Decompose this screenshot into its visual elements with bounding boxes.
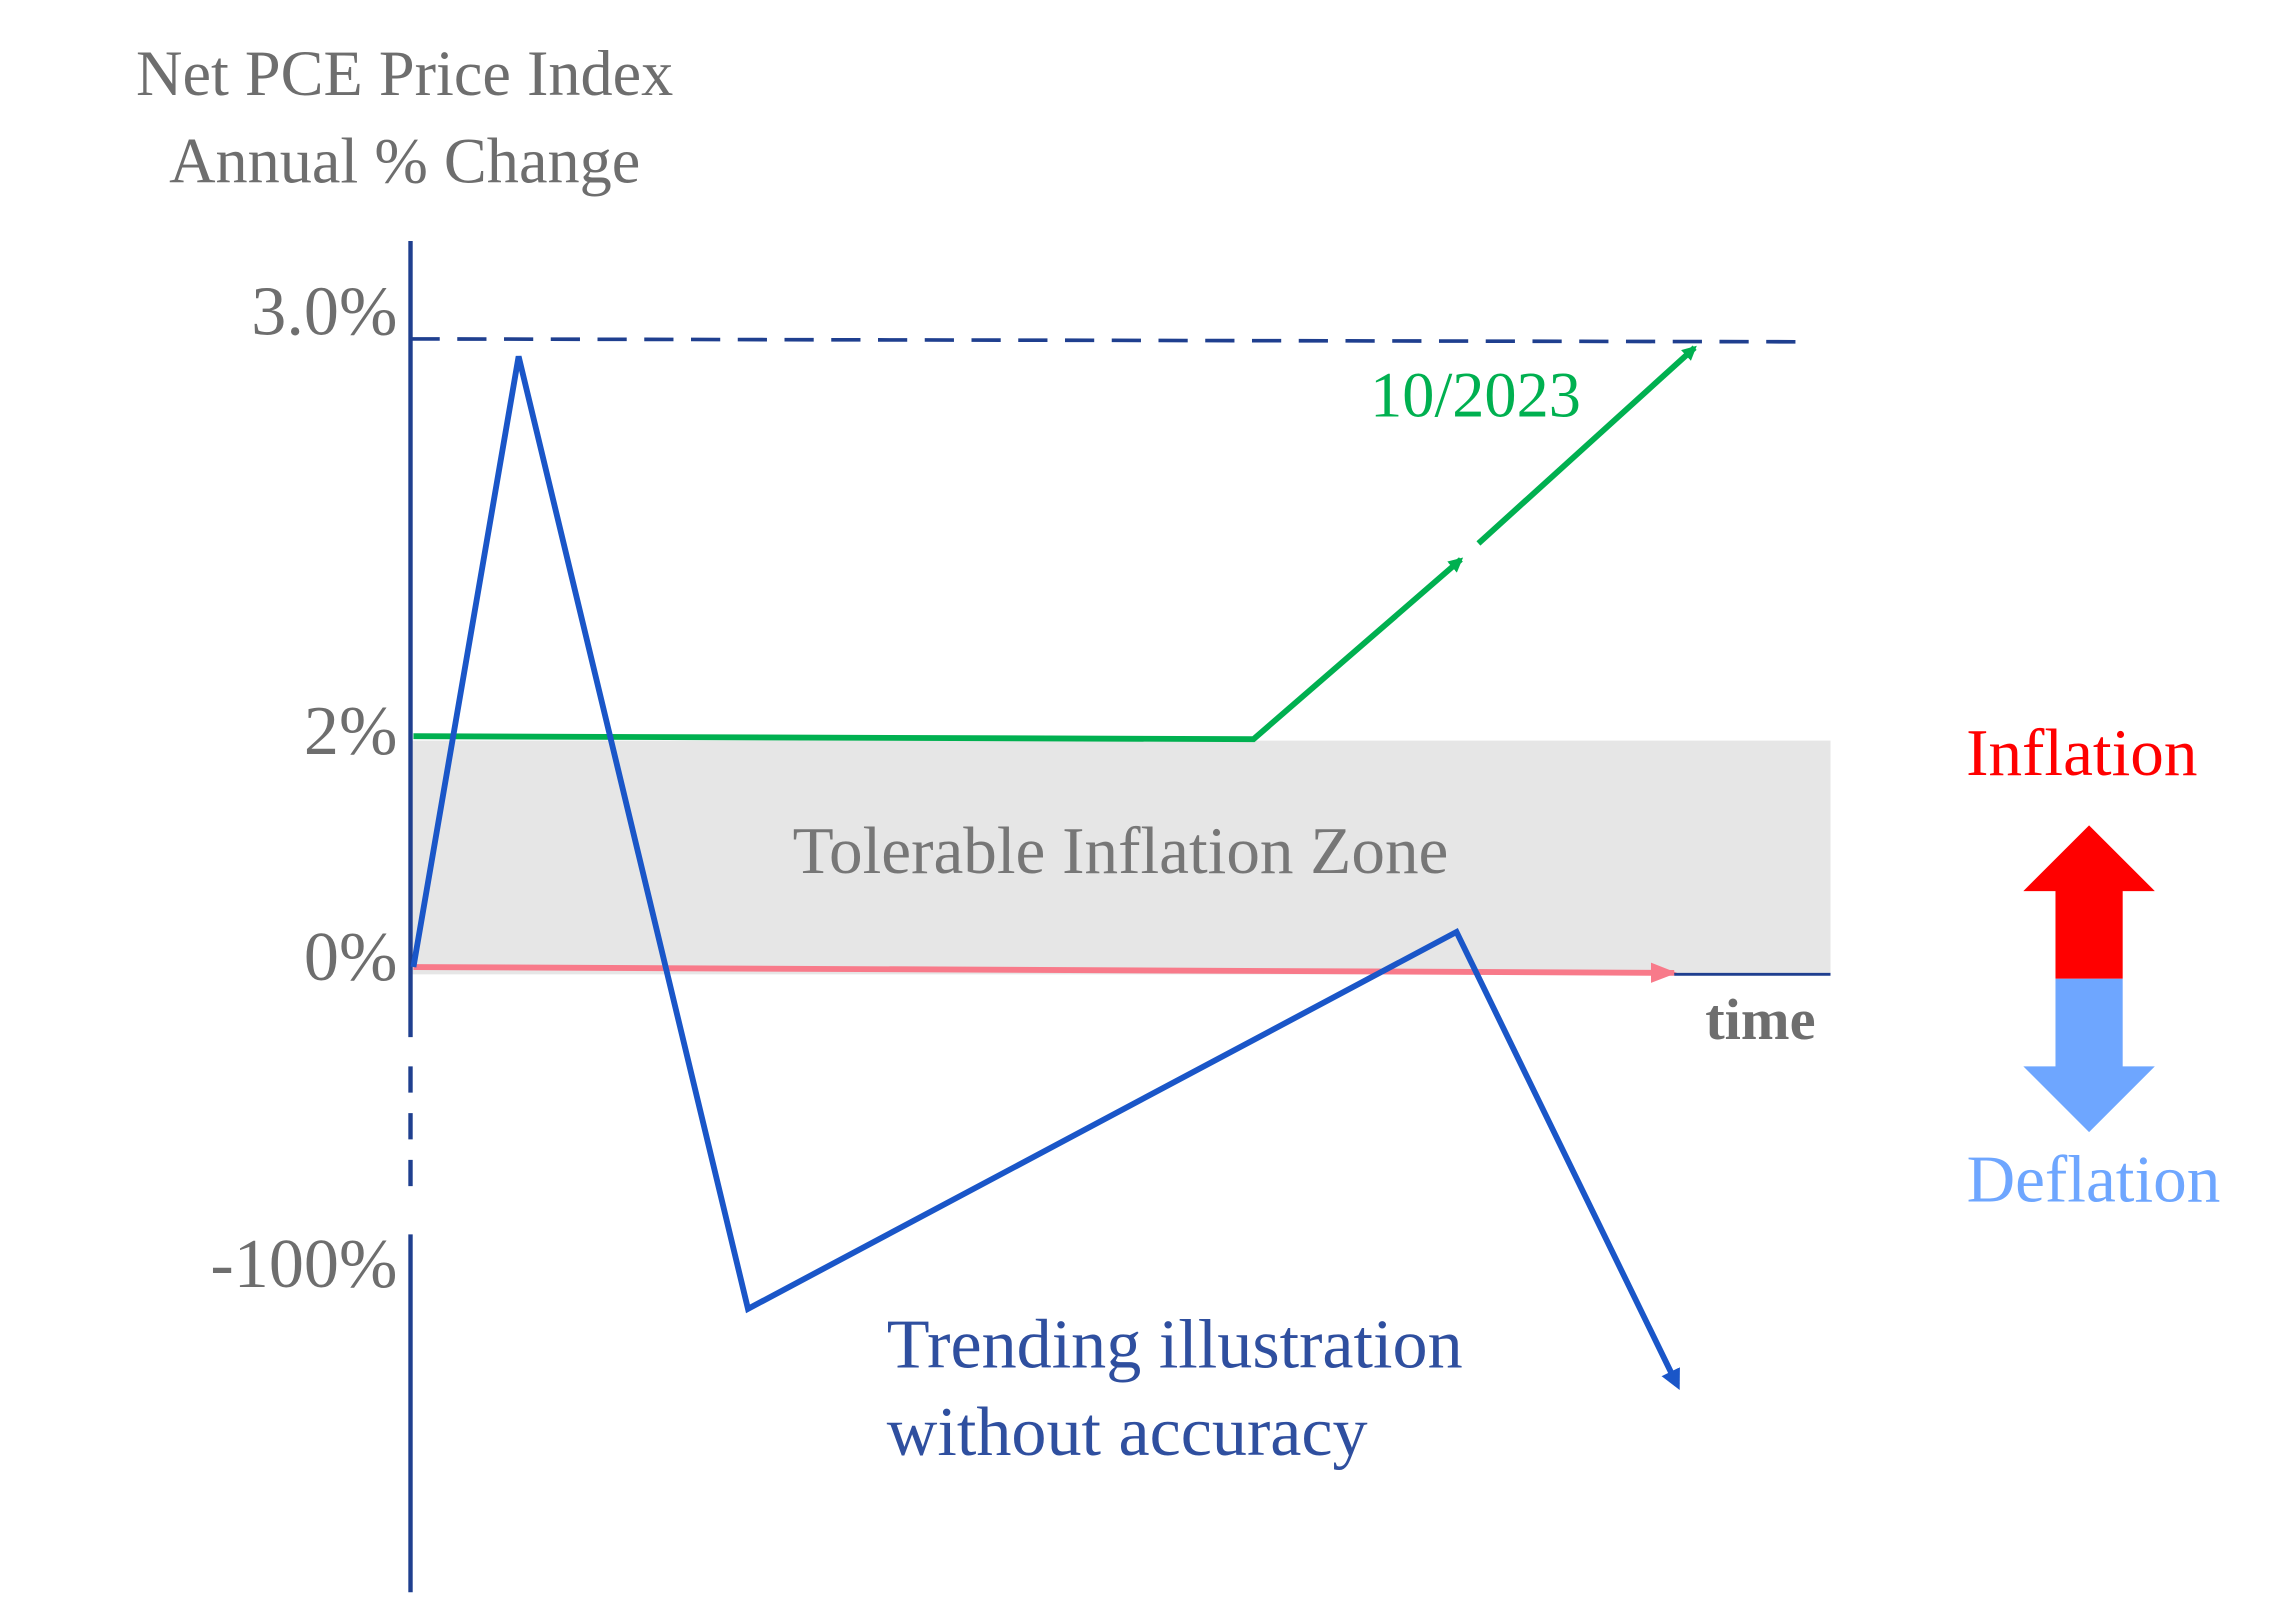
- axis-label: 3.0%: [251, 274, 397, 351]
- green-trend: [1476, 345, 1697, 546]
- legend-down: Deflation: [1967, 1142, 2221, 1217]
- deflation-arrow: [2023, 978, 2155, 1133]
- title-line: Annual % Change: [169, 126, 640, 197]
- axis-label: 2%: [304, 693, 397, 770]
- note: Trending illustration: [887, 1306, 1463, 1383]
- title-line: Net PCE Price Index: [136, 38, 673, 109]
- inflation-arrow: [2023, 825, 2155, 979]
- reference-line: [410, 337, 1812, 344]
- axis-label: 0%: [304, 919, 397, 996]
- axis-label: -100%: [210, 1226, 397, 1303]
- note: without accuracy: [887, 1394, 1368, 1471]
- zone-label: Tolerable Inflation Zone: [793, 813, 1449, 888]
- tolerable-zone: [410, 740, 1831, 975]
- zero-line: [413, 962, 1678, 983]
- green-trend: [413, 557, 1464, 743]
- date-label: 10/2023: [1370, 359, 1581, 430]
- legend-up: Inflation: [1966, 715, 2197, 790]
- x-label: time: [1705, 987, 1815, 1052]
- blue-trend: [410, 355, 1680, 1391]
